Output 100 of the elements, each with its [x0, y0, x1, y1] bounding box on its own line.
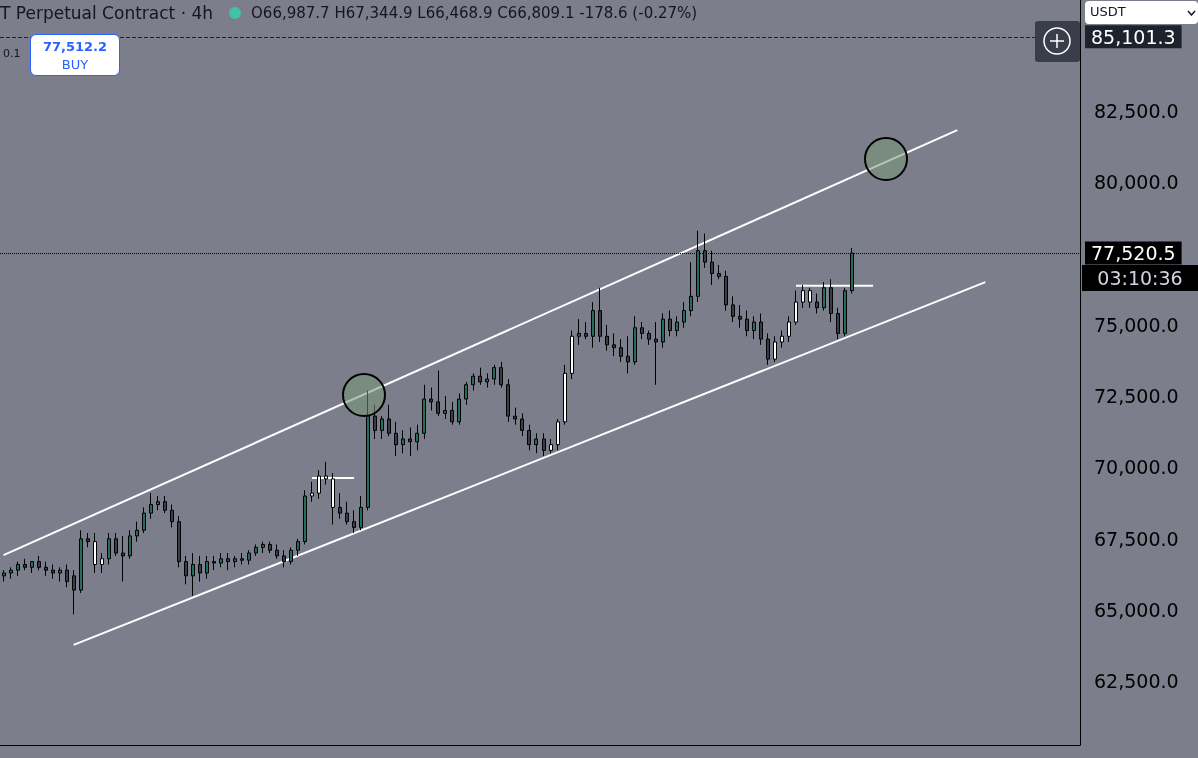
- candlestick: [661, 312, 665, 349]
- y-tick-label: 65,000.0: [1094, 599, 1179, 622]
- ref-line-label: 85,101.3: [1091, 25, 1176, 48]
- candlestick: [436, 370, 440, 417]
- candlestick: [640, 321, 644, 340]
- candlestick: [198, 555, 202, 583]
- candlestick: [843, 287, 847, 337]
- candlestick: [93, 532, 97, 574]
- candlestick: [114, 532, 118, 557]
- candlestick: [773, 335, 777, 363]
- candlestick: [65, 563, 69, 588]
- candlestick: [605, 324, 609, 352]
- candlestick: [310, 481, 314, 503]
- candlestick: [51, 563, 55, 580]
- candlestick: [520, 412, 524, 437]
- annotation: BUY: [60, 56, 90, 74]
- candlestick: [142, 506, 146, 534]
- candlestick: [415, 424, 419, 451]
- candlestick: [275, 543, 279, 560]
- candlestick: [212, 555, 216, 571]
- candlestick: [380, 415, 384, 440]
- ref-line-label: 77,520.5: [1091, 241, 1176, 264]
- candlestick: [107, 532, 111, 565]
- candlestick: [401, 429, 405, 454]
- candlestick: [261, 541, 265, 554]
- candlestick: [815, 292, 819, 314]
- candlestick: [2, 569, 6, 583]
- candlestick: [135, 521, 139, 543]
- candlestick: [619, 338, 623, 363]
- candlestick: [570, 330, 574, 380]
- candlestick: [408, 427, 412, 457]
- candlestick: [591, 301, 595, 349]
- y-tick-label: 67,500.0: [1094, 527, 1179, 550]
- candlestick: [163, 495, 167, 514]
- candlestick: [100, 552, 104, 574]
- candlestick: [450, 401, 454, 426]
- candlestick: [191, 552, 195, 597]
- candlestick: [478, 367, 482, 386]
- candlestick: [534, 432, 538, 454]
- candlestick: [668, 310, 672, 337]
- candlestick: [836, 307, 840, 340]
- candlestick: [598, 287, 602, 343]
- candlestick: [233, 555, 237, 568]
- text: 03:10:36: [1082, 264, 1198, 291]
- candlestick: [745, 310, 749, 337]
- candlestick: [121, 535, 125, 583]
- candlestick: [724, 270, 728, 312]
- candlestick: [738, 304, 742, 329]
- candlestick: [219, 552, 223, 568]
- candlestick: [612, 332, 616, 357]
- candlestick: [345, 501, 349, 526]
- candlestick: [563, 364, 567, 426]
- candlestick: [752, 315, 756, 340]
- candlestick: [282, 549, 286, 568]
- candlestick: [303, 489, 307, 545]
- candlestick: [829, 278, 833, 323]
- candlestick: [149, 492, 153, 520]
- candlestick: [457, 392, 461, 426]
- chart-title: T Perpetual Contract · 4h: [0, 3, 214, 23]
- candlestick: [254, 543, 258, 557]
- candlestick: [30, 561, 34, 574]
- candlestick: [471, 372, 475, 391]
- candlestick: [513, 407, 517, 426]
- candlestick: [177, 515, 181, 568]
- candlestick: [731, 295, 735, 323]
- candlestick: [268, 541, 272, 554]
- candlestick: [359, 495, 363, 531]
- candlestick: [787, 315, 791, 343]
- candlestick: [654, 321, 658, 386]
- candlestick: [86, 532, 90, 548]
- text: USDT: [1090, 4, 1126, 19]
- candlestick: [549, 438, 553, 454]
- candlestick: [577, 318, 581, 346]
- candlestick: [247, 549, 251, 565]
- annotation: O66,987.7 H67,344.9 L66,468.9 C66,809.1 -178.6 (-0.27%): [251, 4, 698, 22]
- candlestick: [296, 538, 300, 557]
- candlestick: [822, 281, 826, 312]
- candlestick: [506, 378, 510, 423]
- candlestick: [79, 529, 83, 594]
- candlestick: [675, 315, 679, 337]
- annotation: 0.1: [3, 47, 21, 60]
- candlestick: [780, 330, 784, 349]
- candlestick: [556, 418, 560, 451]
- candlestick: [794, 290, 798, 326]
- candlestick: [289, 546, 293, 565]
- candlestick: [226, 552, 230, 571]
- candlestick: [584, 321, 588, 340]
- candlestick: [717, 264, 721, 280]
- candlestick: [205, 555, 209, 580]
- candlestick: [58, 566, 62, 583]
- candlestick: [240, 552, 244, 565]
- candlestick: [373, 404, 377, 440]
- candlestick: [485, 372, 489, 389]
- candlestick: [184, 555, 188, 585]
- y-tick-label: 82,500.0: [1094, 99, 1179, 122]
- candlestick: [37, 555, 41, 571]
- candlestick: [464, 381, 468, 406]
- candlestick: [759, 312, 763, 346]
- y-tick-label: 72,500.0: [1094, 385, 1179, 408]
- candlestick: [626, 335, 630, 374]
